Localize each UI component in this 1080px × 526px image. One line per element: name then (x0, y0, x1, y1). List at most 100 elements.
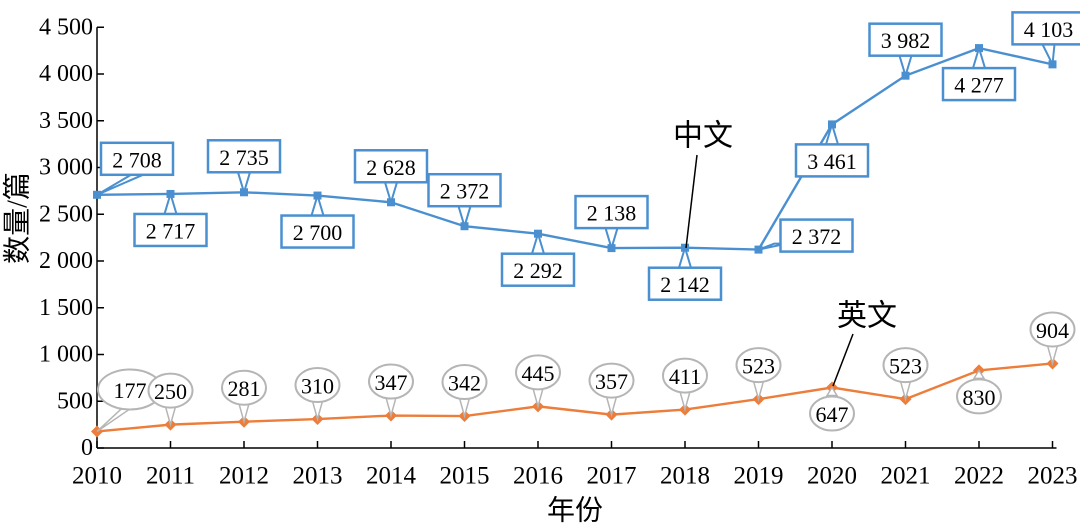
label-pointer (385, 396, 397, 419)
x-tick-label: 2010 (72, 463, 122, 490)
label-value: 523 (742, 354, 775, 379)
label-value: 281 (228, 376, 261, 401)
data-label: 523 (735, 347, 782, 402)
label-box (794, 143, 870, 178)
label-pointer (752, 380, 765, 402)
series-line (96, 362, 1053, 433)
y-tick-label: 0 (81, 435, 93, 461)
x-tick-label: 2014 (366, 463, 417, 490)
label-box (133, 212, 208, 248)
x-axis-title: 年份 (547, 495, 603, 526)
label-pointer (532, 387, 544, 410)
data-label: 4 277 (941, 44, 1017, 102)
data-label: 2 292 (500, 230, 576, 287)
data-label: 523 (882, 347, 929, 402)
label-value: 4 103 (1024, 17, 1074, 42)
data-label: 2 735 (206, 139, 282, 196)
label-box (1011, 11, 1080, 46)
series-name-callout: 英文 (832, 300, 897, 387)
label-value: 310 (301, 374, 334, 399)
data-label: 3 461 (794, 120, 870, 178)
label-value: 647 (816, 402, 849, 427)
label-value: 357 (595, 369, 628, 394)
label-ellipse (221, 369, 267, 406)
data-label: 2 717 (133, 190, 208, 248)
label-value: 445 (522, 361, 555, 386)
x-tick-label: 2015 (440, 463, 490, 490)
label-box (941, 66, 1017, 102)
label-pointer (679, 390, 691, 413)
label-box (500, 252, 576, 287)
label-pointer (236, 171, 252, 196)
label-pointer (605, 395, 618, 418)
label-box (280, 214, 355, 249)
data-label: 2 708 (96, 141, 175, 196)
data-label: 411 (662, 357, 708, 413)
label-value: 830 (963, 385, 996, 410)
label-value: 904 (1036, 318, 1069, 343)
label-pointer (971, 44, 987, 70)
callout-line (832, 333, 854, 387)
series-name-callout: 中文 (673, 120, 733, 249)
data-label: 310 (294, 367, 341, 422)
label-ellipse (147, 372, 194, 409)
series-name-chinese: 中文 (673, 120, 733, 153)
label-value: 3 982 (881, 28, 931, 53)
data-label: 347 (368, 363, 414, 419)
data-label: 2 142 (647, 244, 723, 301)
label-value: 2 372 (440, 179, 490, 204)
series-line (96, 46, 1053, 251)
label-ellipse (588, 362, 635, 399)
data-label: 177 (96, 368, 163, 433)
data-label: 2 372 (427, 172, 502, 230)
label-pointer (458, 397, 471, 419)
label-box (647, 266, 723, 301)
label-value: 347 (375, 370, 408, 395)
data-label: 904 (1029, 311, 1076, 367)
label-ellipse (515, 354, 561, 391)
y-tick-label: 1 500 (39, 295, 93, 321)
data-label: 3 982 (868, 22, 943, 80)
data-label: 2 372 (758, 218, 854, 253)
label-value: 177 (114, 378, 147, 403)
y-tick-label: 2 000 (39, 248, 93, 274)
x-tick-label: 2020 (807, 463, 857, 490)
callout-line (685, 154, 698, 249)
label-value: 342 (448, 371, 481, 396)
label-value: 523 (889, 354, 922, 379)
label-box (99, 141, 175, 177)
label-ellipse (1029, 311, 1076, 348)
label-ellipse (809, 395, 855, 432)
label-ellipse (882, 347, 929, 384)
label-pointer (383, 181, 399, 206)
label-box (206, 139, 282, 174)
label-value: 2 138 (587, 201, 637, 226)
y-tick-label: 1 000 (39, 342, 93, 368)
label-value: 2 735 (219, 145, 269, 170)
x-tick-label: 2021 (881, 463, 931, 490)
label-pointer (824, 120, 840, 146)
label-value: 411 (669, 364, 701, 389)
label-ellipse (956, 378, 1002, 415)
label-pointer (96, 173, 144, 196)
x-tick-label: 2022 (954, 463, 1004, 490)
data-label: 2 138 (574, 194, 649, 252)
label-value: 2 372 (792, 224, 842, 249)
x-tick-label: 2011 (146, 463, 195, 490)
y-tick-label: 3 500 (39, 108, 93, 134)
label-box (574, 194, 649, 230)
label-value: 2 292 (513, 258, 563, 283)
x-tick-label: 2012 (219, 463, 269, 490)
label-value: 2 708 (112, 147, 162, 172)
x-tick-label: 2023 (1028, 463, 1078, 490)
label-box (427, 172, 502, 208)
label-pointer (163, 190, 178, 215)
data-label: 357 (588, 362, 635, 418)
label-pointer (164, 405, 177, 428)
y-tick-label: 500 (57, 388, 93, 414)
label-pointer (899, 380, 912, 402)
label-pointer (238, 402, 250, 425)
label-value: 3 461 (807, 149, 857, 174)
x-tick-label: 2017 (587, 463, 637, 490)
